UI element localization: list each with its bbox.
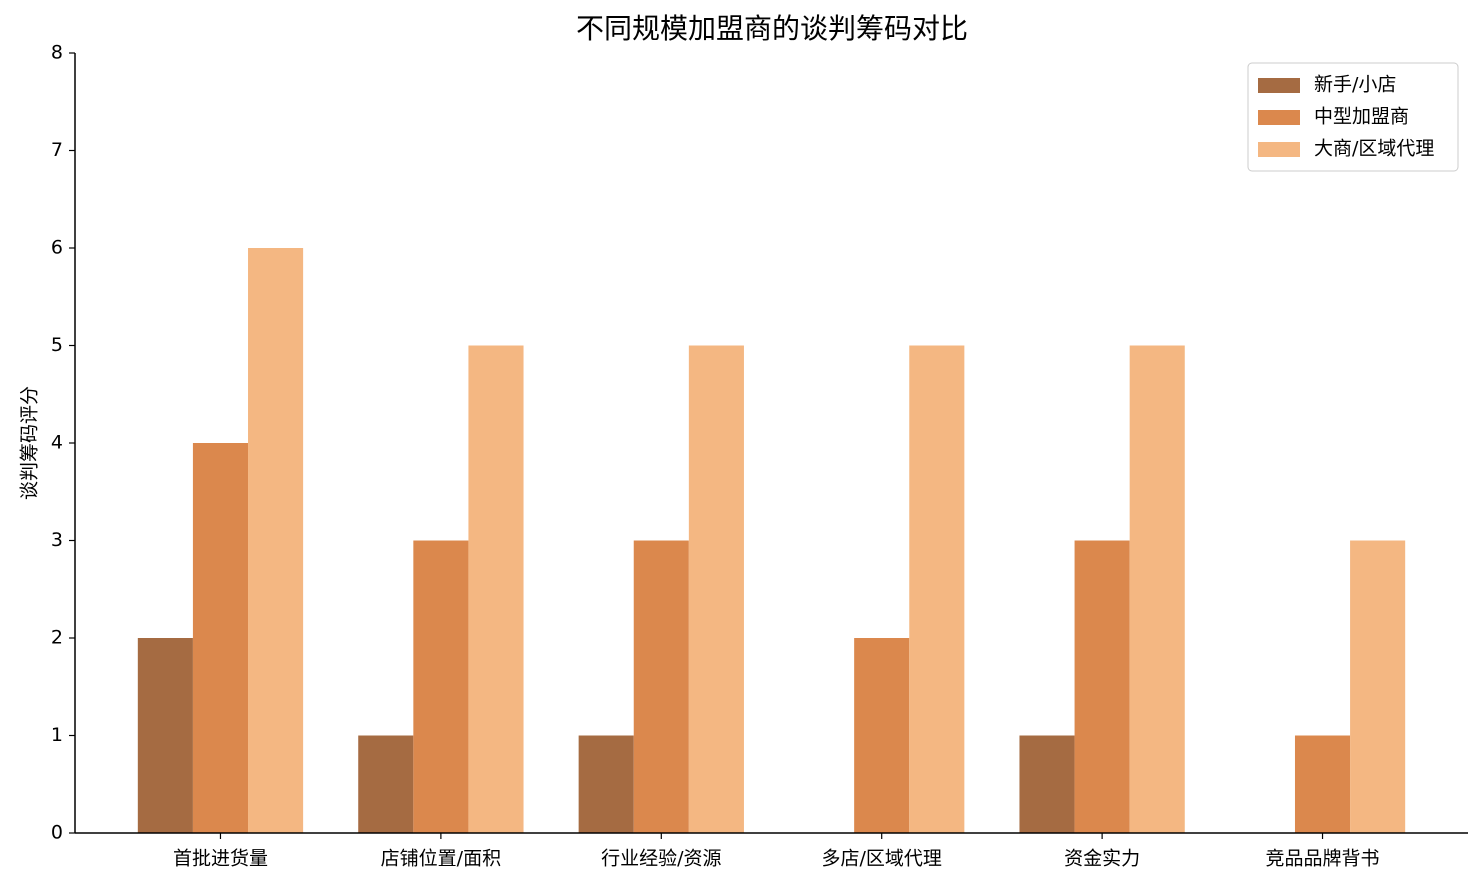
y-tick-label: 5 — [51, 334, 63, 356]
bar — [578, 735, 634, 833]
y-tick-label: 8 — [51, 42, 63, 64]
bar — [192, 443, 249, 833]
bar — [248, 248, 304, 833]
y-tick-label: 4 — [51, 432, 63, 454]
x-tick-label: 多店/区域代理 — [822, 848, 942, 870]
bar — [1019, 735, 1075, 833]
legend-label: 中型加盟商 — [1314, 106, 1409, 128]
y-tick-label: 2 — [51, 627, 63, 649]
bar — [1294, 735, 1351, 833]
x-tick-label: 资金实力 — [1064, 848, 1140, 870]
legend-swatch — [1258, 142, 1300, 157]
y-tick-label: 0 — [51, 822, 63, 844]
x-tick-label: 首批进货量 — [173, 848, 268, 870]
bar — [137, 638, 193, 833]
bar — [633, 540, 689, 833]
bar — [413, 540, 469, 833]
x-tick-label: 竞品品牌背书 — [1266, 848, 1380, 870]
bar — [468, 345, 524, 833]
bar — [1074, 540, 1130, 833]
y-axis-label: 谈判筹码评分 — [19, 386, 41, 500]
bar — [854, 638, 910, 833]
bar — [358, 735, 414, 833]
legend-label: 新手/小店 — [1314, 74, 1396, 96]
y-tick-label: 7 — [51, 139, 63, 161]
legend-swatch — [1258, 110, 1300, 125]
bar — [688, 345, 744, 833]
bar — [1350, 540, 1406, 833]
x-tick-label: 行业经验/资源 — [601, 848, 721, 870]
y-tick-label: 1 — [51, 724, 63, 746]
legend-box — [1247, 62, 1459, 172]
chart-title: 不同规模加盟商的谈判筹码对比 — [576, 12, 968, 45]
y-tick-label: 6 — [51, 237, 63, 259]
legend-label: 大商/区域代理 — [1314, 138, 1434, 160]
bar — [1129, 345, 1185, 833]
legend-swatch — [1258, 78, 1300, 93]
bar — [909, 345, 965, 833]
y-tick-label: 3 — [51, 529, 63, 551]
x-tick-label: 店铺位置/面积 — [381, 848, 501, 870]
